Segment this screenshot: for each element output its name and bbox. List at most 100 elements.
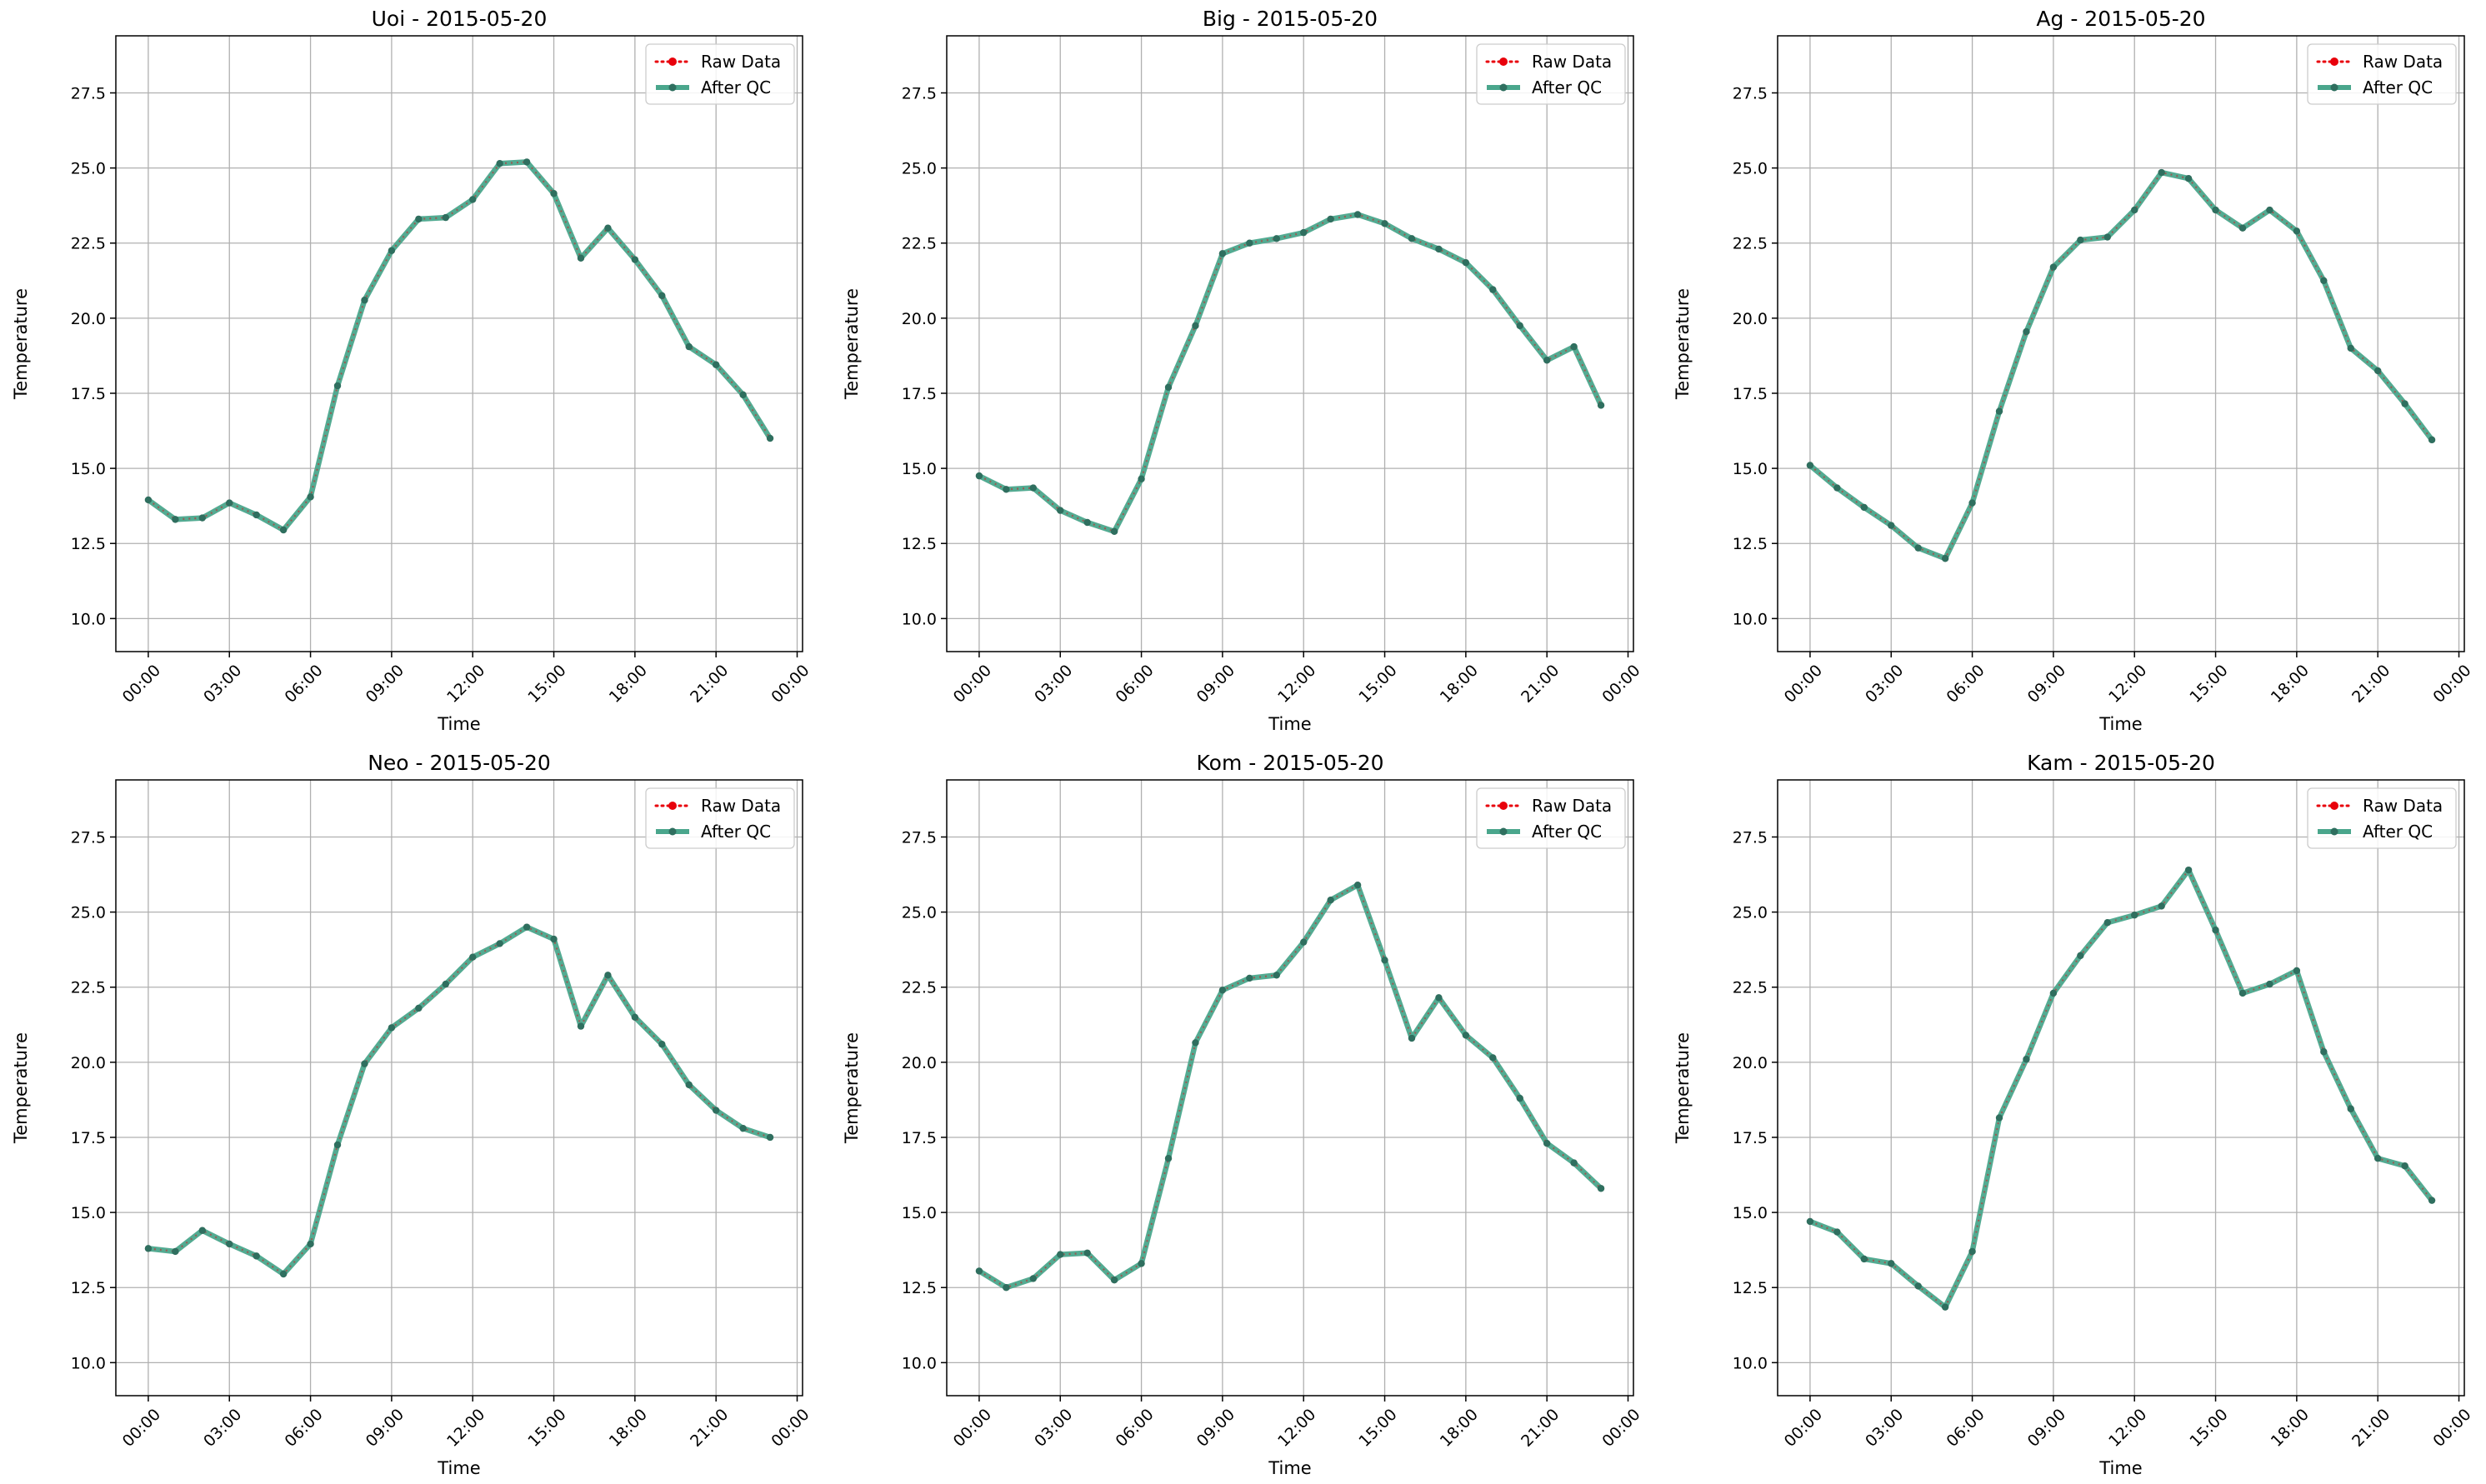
y-tick-label: 20.0 bbox=[1733, 1054, 1768, 1072]
y-tick-label: 20.0 bbox=[71, 1054, 106, 1072]
x-tick-label: 09:00 bbox=[363, 1406, 408, 1451]
x-tick-label: 00:00 bbox=[119, 1406, 164, 1451]
series-line-raw-data bbox=[1809, 171, 2433, 560]
after-qc-point bbox=[658, 292, 666, 300]
after-qc-point bbox=[2049, 989, 2058, 997]
chart-title: Kom - 2015-05-20 bbox=[1197, 751, 1384, 775]
x-axis-label: Time bbox=[437, 1458, 480, 1478]
after-qc-point bbox=[2184, 175, 2193, 182]
x-tick-label: 21:00 bbox=[687, 662, 732, 707]
plot-frame bbox=[946, 35, 1634, 652]
legend-label-raw-data: Raw Data bbox=[2363, 796, 2443, 816]
legend: Raw Data After QC bbox=[2307, 43, 2457, 105]
after-qc-point bbox=[1489, 1054, 1497, 1062]
legend-label-after-qc: After QC bbox=[701, 77, 771, 97]
after-qc-point bbox=[2347, 344, 2354, 352]
chart-title: Uoi - 2015-05-20 bbox=[372, 7, 548, 31]
after-qc-point bbox=[1300, 938, 1308, 946]
after-qc-point bbox=[1995, 1114, 2003, 1122]
x-tick-label: 06:00 bbox=[1112, 662, 1157, 707]
after-qc-point bbox=[766, 1133, 774, 1142]
y-tick-label: 20.0 bbox=[902, 310, 937, 328]
after-qc-point bbox=[1489, 286, 1497, 293]
x-tick-label: 21:00 bbox=[687, 1406, 732, 1451]
x-tick-label: 00:00 bbox=[1781, 1406, 1826, 1451]
after-qc-point bbox=[442, 213, 449, 222]
after-qc-point bbox=[388, 247, 396, 254]
chart-title: Kam - 2015-05-20 bbox=[2027, 751, 2215, 775]
after-qc-point bbox=[172, 1247, 179, 1256]
series-line-after-qc bbox=[1807, 867, 2435, 1310]
x-tick-label: 09:00 bbox=[1193, 662, 1238, 707]
plot-frame bbox=[946, 779, 1634, 1397]
x-tick-label: 00:00 bbox=[2429, 662, 2474, 707]
y-tick-label: 25.0 bbox=[902, 160, 937, 178]
y-axis-label: Temperature bbox=[11, 288, 31, 400]
after-qc-point bbox=[1968, 499, 1976, 507]
y-tick-label: 12.5 bbox=[71, 535, 106, 553]
after-qc-point bbox=[2131, 206, 2138, 214]
x-tick-label: 15:00 bbox=[1355, 662, 1400, 707]
y-tick-label: 22.5 bbox=[71, 235, 106, 253]
legend-raw-marker bbox=[1499, 802, 1508, 810]
after-qc-point bbox=[1941, 555, 1949, 562]
after-qc-point bbox=[1995, 407, 2003, 415]
y-tick-label: 25.0 bbox=[71, 904, 106, 922]
after-qc-point bbox=[442, 980, 449, 988]
x-axis-label: Time bbox=[1268, 1458, 1311, 1478]
after-qc-point bbox=[1914, 544, 1922, 552]
x-tick-label: 15:00 bbox=[1355, 1406, 1400, 1451]
y-tick-label: 20.0 bbox=[1733, 310, 1768, 328]
legend-qc-marker bbox=[2330, 83, 2338, 92]
after-qc-point bbox=[2049, 263, 2058, 271]
y-tick-label: 15.0 bbox=[71, 1204, 106, 1222]
after-qc-point bbox=[1218, 250, 1227, 257]
x-tick-label: 03:00 bbox=[200, 1406, 245, 1451]
chart-panel: 10.0 12.5 15.0 17.5 20.0 22.5 25.0 27.5 00:00 03:… bbox=[1673, 7, 2475, 734]
after-qc-point bbox=[2212, 206, 2219, 214]
after-qc-point bbox=[1057, 507, 1064, 514]
x-tick-label: 09:00 bbox=[363, 662, 408, 707]
y-tick-label: 22.5 bbox=[902, 979, 937, 997]
y-tick-label: 27.5 bbox=[902, 84, 937, 102]
y-tick-label: 22.5 bbox=[71, 979, 106, 997]
x-tick-label: 21:00 bbox=[1518, 662, 1563, 707]
x-tick-label: 18:00 bbox=[606, 1406, 651, 1451]
x-tick-label: 12:00 bbox=[1274, 662, 1319, 707]
after-qc-point bbox=[1273, 235, 1280, 242]
after-qc-point bbox=[1327, 215, 1334, 223]
y-tick-label: 10.0 bbox=[71, 1354, 106, 1372]
y-axis-label: Temperature bbox=[842, 1032, 862, 1144]
legend-label-raw-data: Raw Data bbox=[701, 796, 781, 816]
series-line-after-qc bbox=[1807, 169, 2435, 562]
after-qc-point bbox=[333, 1141, 342, 1149]
chart-title: Ag - 2015-05-20 bbox=[2036, 7, 2205, 31]
x-tick-label: 00:00 bbox=[1781, 662, 1826, 707]
legend-label-after-qc: After QC bbox=[1532, 77, 1602, 97]
after-qc-point bbox=[1218, 987, 1227, 994]
legend-qc-marker bbox=[1499, 827, 1508, 836]
after-qc-point bbox=[144, 1245, 153, 1252]
after-qc-point bbox=[496, 940, 503, 947]
after-qc-point bbox=[2293, 227, 2301, 235]
x-tick-label: 18:00 bbox=[606, 662, 651, 707]
x-tick-label: 00:00 bbox=[1598, 662, 1643, 707]
after-qc-point bbox=[361, 1060, 368, 1067]
after-qc-point bbox=[2428, 436, 2436, 444]
x-tick-label: 09:00 bbox=[2024, 662, 2069, 707]
after-qc-point bbox=[1516, 1094, 1523, 1102]
y-tick-label: 17.5 bbox=[902, 1129, 937, 1147]
y-tick-label: 17.5 bbox=[71, 1129, 106, 1147]
after-qc-point bbox=[712, 361, 720, 368]
after-qc-point bbox=[2077, 236, 2084, 244]
after-qc-point bbox=[523, 158, 531, 166]
after-qc-point bbox=[712, 1107, 720, 1114]
x-tick-label: 00:00 bbox=[950, 662, 995, 707]
after-qc-point bbox=[1860, 503, 1868, 512]
y-tick-label: 17.5 bbox=[71, 385, 106, 403]
x-tick-label: 18:00 bbox=[2268, 1406, 2313, 1451]
y-tick-label: 10.0 bbox=[1733, 610, 1768, 628]
after-qc-point bbox=[226, 499, 233, 507]
after-qc-point bbox=[1597, 402, 1605, 409]
